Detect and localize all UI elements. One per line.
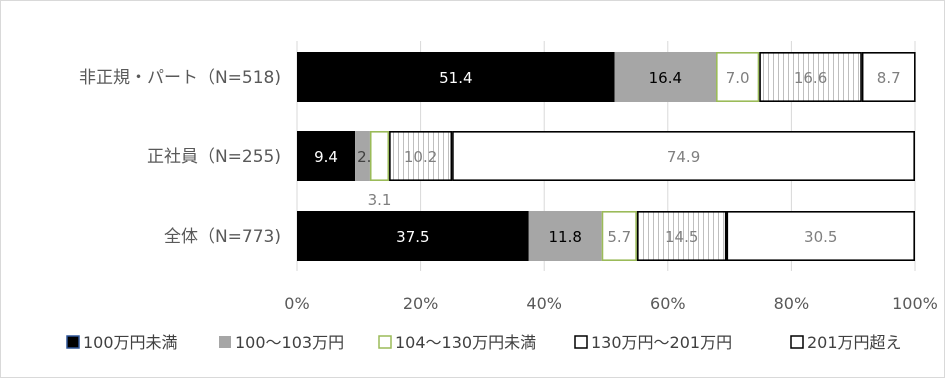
- data-label: 74.9: [667, 148, 700, 166]
- data-label: 37.5: [396, 228, 429, 246]
- bar-segment: [452, 131, 916, 182]
- data-label: 11.8: [549, 228, 582, 246]
- bar-segment: [726, 211, 915, 262]
- legend-label: 130万円～201万円: [591, 333, 732, 352]
- bar-segment: [389, 131, 453, 182]
- data-label: 14.5: [665, 228, 698, 246]
- data-label: 10.2: [404, 148, 437, 166]
- bar-segment: [297, 211, 529, 261]
- legend-label: 201万円超え: [807, 333, 902, 352]
- bar-segment: [369, 131, 390, 182]
- legend-label: 100万円未満: [83, 333, 178, 352]
- bar-segment: [614, 52, 717, 102]
- bar-segment: [861, 51, 916, 103]
- legend-swatch: [66, 335, 80, 349]
- bar-segment: [355, 131, 370, 181]
- legend-swatch: [219, 336, 231, 348]
- data-label: 16.4: [649, 69, 682, 87]
- bar-segment: [297, 131, 356, 181]
- x-axis-ticks: 0% 20% 40% 60% 80% 100%: [284, 294, 938, 313]
- bar-segment: [636, 211, 727, 262]
- data-label: 5.7: [607, 228, 631, 246]
- data-label: 51.4: [439, 69, 472, 87]
- bar-segment: [528, 211, 602, 261]
- x-tick-label: 60%: [650, 294, 686, 313]
- data-label: 16.6: [794, 69, 827, 87]
- bar-segment: [716, 51, 760, 103]
- legend-swatch: [574, 335, 588, 349]
- category-labels: 非正規・パート（N=518) 正社員（N=255) 全体（N=773): [79, 68, 281, 247]
- x-tick-label: 40%: [526, 294, 562, 313]
- bar-segment: [601, 211, 637, 262]
- legend-swatch: [790, 335, 804, 349]
- data-label: 30.5: [804, 228, 837, 246]
- legend-label: 100～103万円: [235, 333, 344, 352]
- category-label: 非正規・パート（N=518): [79, 68, 281, 88]
- data-label: 3.1: [368, 191, 392, 209]
- x-tick-label: 80%: [774, 294, 810, 313]
- legend-swatch: [378, 335, 392, 349]
- bar-segment: [759, 51, 862, 103]
- data-label: 7.0: [726, 69, 750, 87]
- category-label: 正社員（N=255): [147, 147, 281, 167]
- x-tick-label: 100%: [892, 294, 938, 313]
- legend-label: 104～130万円未満: [395, 333, 536, 352]
- data-label: 8.7: [877, 69, 901, 87]
- x-tick-label: 0%: [284, 294, 309, 313]
- legend: 100万円未満 100～103万円 104～130万円未満 130万円～201万円 20…: [66, 333, 902, 352]
- category-label: 全体（N=773): [164, 227, 281, 247]
- data-label: 9.4: [314, 148, 338, 166]
- x-tick-label: 20%: [403, 294, 439, 313]
- bars: 51.4 16.4 7.0 16.6 8.79.4 2.43.110.2 74.937.5 1…: [297, 51, 916, 262]
- bar-segment: [297, 52, 615, 102]
